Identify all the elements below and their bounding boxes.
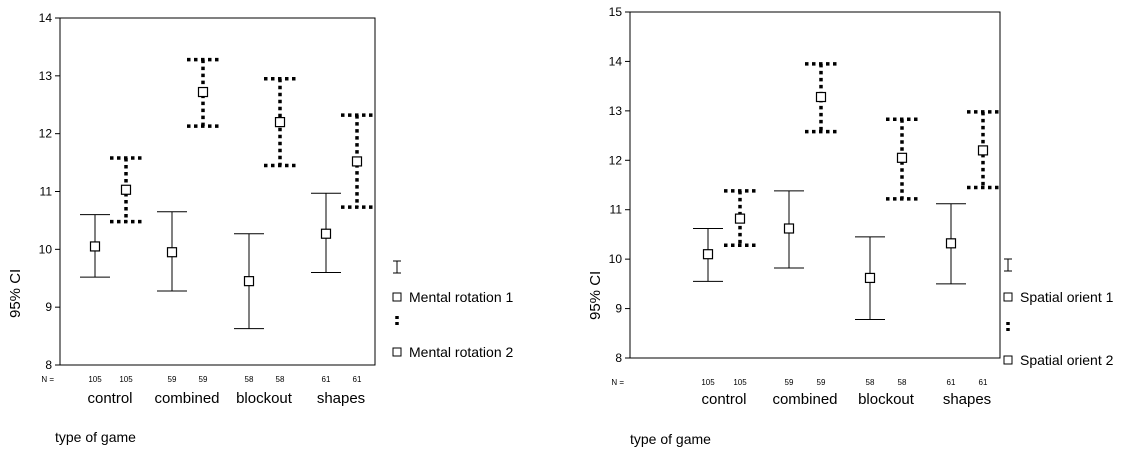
mean-marker-1 [166, 247, 178, 258]
mean-marker-1 [243, 276, 255, 287]
mean-marker-2 [120, 184, 132, 195]
n-label: N = [41, 375, 54, 384]
n-value: 61 [979, 378, 988, 387]
n-value: 58 [898, 378, 907, 387]
category-label: combined [772, 391, 837, 408]
y-axis-label: 95% CI [7, 269, 24, 318]
legend-marker-1 [392, 292, 402, 302]
mean-marker-2 [815, 91, 827, 103]
category-label: shapes [317, 390, 365, 407]
y-tick-label: 13 [39, 69, 53, 83]
y-tick-label: 9 [45, 300, 52, 314]
legend-label-2: Mental rotation 2 [409, 344, 513, 360]
category-label: shapes [943, 391, 991, 408]
n-label: N = [611, 378, 624, 387]
legend-label-2: Spatial orient 2 [1020, 352, 1114, 368]
mean-marker-1 [945, 238, 957, 249]
n-value: 59 [168, 375, 177, 384]
n-value: 59 [199, 375, 208, 384]
y-tick-label: 15 [609, 5, 623, 19]
mean-marker-1 [702, 249, 714, 260]
n-value: 105 [88, 375, 102, 384]
mean-marker-2 [977, 145, 989, 156]
category-label: control [701, 391, 746, 408]
mean-marker-1 [89, 241, 101, 252]
n-value: 58 [276, 375, 285, 384]
y-tick-label: 13 [609, 104, 623, 118]
mean-marker-2 [274, 116, 286, 128]
plot-frame [59, 17, 376, 366]
mean-marker-1 [864, 272, 876, 284]
n-value: 59 [817, 378, 826, 387]
category-label: control [87, 390, 132, 407]
n-value: 58 [866, 378, 875, 387]
n-value: 105 [119, 375, 133, 384]
legend: Spatial orient 1 Spatial orient 2 [1003, 258, 1114, 368]
legend-marker-2 [1003, 355, 1013, 365]
y-tick-label: 8 [615, 351, 622, 365]
mean-marker-2 [351, 156, 363, 167]
y-tick-label: 8 [45, 358, 52, 372]
y-tick-label: 10 [609, 252, 623, 266]
x-axis-label: type of game [55, 429, 136, 445]
y-tick-label: 11 [40, 185, 53, 199]
n-value: 58 [245, 375, 254, 384]
chart-1: 8 9 10 11 12 13 14 N = 105 105 control 59 59 combined… [7, 11, 513, 445]
legend: Mental rotation 1 Mental rotation 2 [392, 260, 513, 360]
y-tick-label: 12 [39, 127, 53, 141]
mean-marker-1 [320, 228, 332, 239]
n-value: 61 [947, 378, 956, 387]
n-value: 105 [733, 378, 747, 387]
n-value: 105 [701, 378, 715, 387]
x-axis-label: type of game [630, 431, 711, 447]
n-value: 61 [322, 375, 331, 384]
category-label: combined [154, 390, 219, 407]
legend-marker-1 [1003, 292, 1013, 302]
chart-2: 8 9 10 11 12 13 14 15 N = 105 105 control 59 59 combin… [587, 5, 1114, 447]
mean-marker-2 [896, 152, 908, 163]
mean-marker-2 [197, 86, 209, 98]
mean-marker-1 [783, 223, 795, 234]
y-tick-label: 9 [615, 302, 622, 316]
y-tick-label: 12 [609, 153, 623, 167]
legend-label-1: Spatial orient 1 [1020, 289, 1114, 305]
n-value: 59 [785, 378, 794, 387]
legend-marker-2 [392, 347, 402, 357]
y-tick-label: 14 [609, 54, 623, 68]
y-tick-label: 14 [39, 11, 53, 25]
legend-label-1: Mental rotation 1 [409, 289, 513, 305]
y-axis-label: 95% CI [587, 271, 604, 320]
mean-marker-2 [734, 213, 746, 224]
y-tick-label: 11 [610, 203, 623, 217]
n-value: 61 [353, 375, 362, 384]
y-tick-label: 10 [39, 242, 53, 256]
plot-frame [629, 11, 1001, 359]
category-label: blockout [236, 390, 293, 407]
category-label: blockout [858, 391, 915, 408]
